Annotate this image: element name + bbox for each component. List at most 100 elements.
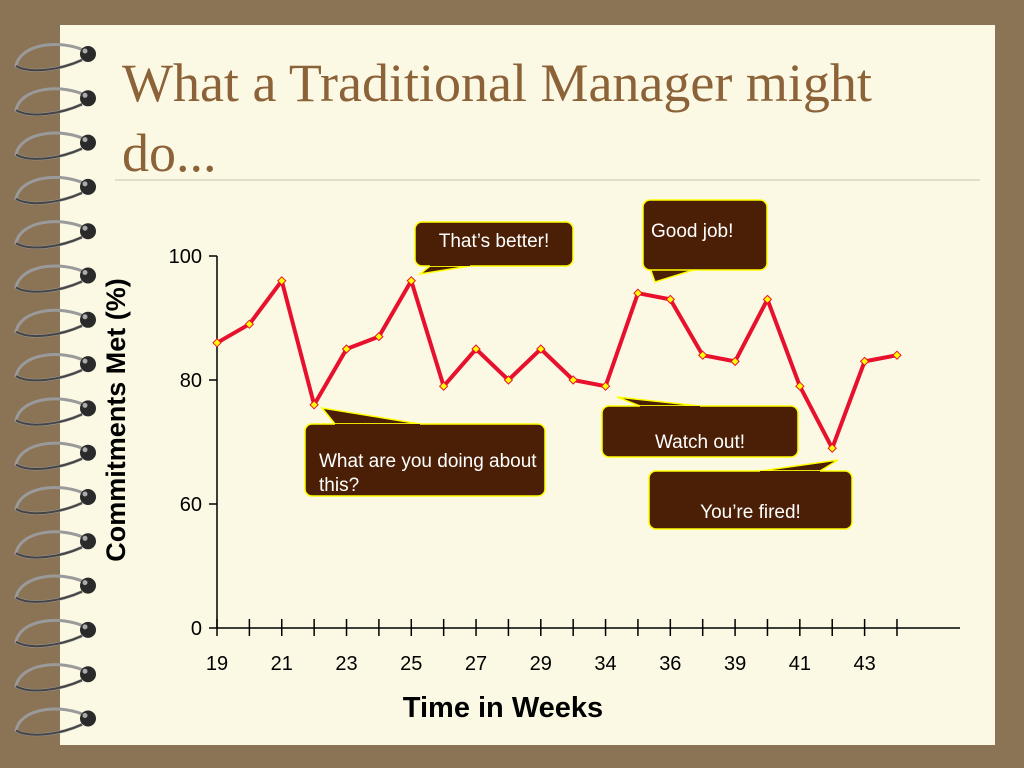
ring-wire-shade [15, 147, 83, 160]
point-marker [212, 338, 222, 348]
ring-hole-glint [82, 48, 88, 54]
ring-hole [80, 444, 96, 461]
callout-tail-join [640, 406, 700, 432]
ring-hole-glint [82, 225, 88, 231]
ring-hole [80, 710, 96, 727]
point-marker [633, 288, 643, 298]
ring-hole [80, 356, 96, 373]
ring-wire-shade [15, 723, 83, 736]
spiral-binding [14, 43, 96, 737]
ring-hole-glint [82, 270, 88, 275]
x-tick-label: 25 [400, 653, 422, 675]
y-axis-label: Commitments Met (%) [101, 278, 131, 562]
ring-hole-glint [82, 181, 88, 187]
point-marker [859, 356, 870, 367]
x-tick-label: 19 [206, 653, 228, 675]
ring-wire-shade [15, 369, 83, 382]
ring-wire-shade [15, 103, 83, 116]
point-marker [697, 350, 708, 360]
ring-wire-shade [15, 59, 83, 72]
point-marker [503, 375, 514, 385]
ring-hole [80, 267, 96, 284]
ring-wire-shade [15, 546, 83, 559]
callout-text: What are you doing about this? [319, 451, 537, 494]
ring-hole [80, 90, 96, 107]
x-tick-label: 43 [853, 653, 875, 675]
ring-hole [80, 489, 96, 505]
ring-hole-glint [82, 447, 88, 453]
point-marker [309, 400, 319, 410]
x-tick-label: 23 [335, 653, 357, 675]
point-marker [762, 294, 773, 305]
ring-hole-glint [82, 314, 88, 320]
ring-hole [80, 311, 96, 328]
x-tick-label: 41 [789, 653, 811, 675]
ring-wire-shade [15, 280, 83, 293]
slide-title: What a Traditional Manager might do... [122, 53, 872, 183]
x-tick-label: 34 [594, 653, 616, 675]
y-tick-label: 0 [191, 618, 202, 640]
y-tick-label: 80 [180, 370, 202, 392]
point-marker [374, 331, 384, 342]
ring-hole [80, 46, 96, 62]
ring-hole-glint [82, 92, 88, 98]
ring-wire-shade [15, 413, 83, 426]
notebook-page [60, 25, 995, 745]
ring-hole [80, 621, 96, 638]
callout-tail-join [335, 424, 420, 460]
ring-hole-glint [82, 491, 88, 497]
point-marker [795, 381, 805, 391]
ring-hole [80, 666, 96, 683]
point-marker [730, 356, 740, 367]
ring-hole-glint [82, 713, 88, 718]
ring-hole-glint [82, 402, 88, 408]
ring-wire-shade [15, 236, 83, 249]
x-tick-label: 21 [271, 653, 293, 675]
point-marker [438, 381, 449, 391]
callout-tail-join [760, 471, 820, 500]
point-marker [341, 344, 352, 354]
ring-hole [80, 400, 96, 417]
ring-hole [80, 178, 96, 195]
point-marker [568, 375, 578, 385]
ring-wire-shade [15, 324, 83, 338]
ring-hole [80, 223, 96, 240]
ring-wire-shade [15, 502, 83, 515]
callout-text: Good job! [651, 221, 734, 242]
ring-wire-shade [15, 679, 83, 692]
ring-hole-glint [82, 358, 88, 364]
x-tick-label: 36 [659, 653, 681, 675]
ring-hole-glint [82, 535, 88, 541]
callout-text: You’re fired! [700, 502, 801, 523]
y-tick-label: 100 [169, 246, 202, 268]
callout-tail-join [650, 235, 700, 268]
y-tick-label: 60 [180, 494, 202, 516]
point-marker [277, 276, 287, 286]
ring-wire-shade [15, 634, 83, 648]
point-marker [406, 276, 416, 286]
ring-hole-glint [82, 580, 88, 586]
ring-wire-shade [15, 191, 83, 205]
ring-wire-shade [15, 457, 83, 470]
point-marker [600, 381, 611, 391]
point-marker [471, 344, 481, 354]
ring-hole-glint [82, 668, 88, 674]
x-tick-label: 29 [530, 653, 552, 675]
callout-text: That’s better! [438, 231, 550, 252]
point-marker [892, 350, 902, 360]
ring-hole [80, 577, 96, 594]
point-marker [827, 443, 837, 453]
point-marker [244, 319, 255, 329]
ring-hole-glint [82, 624, 88, 630]
x-axis-label: Time in Weeks [403, 692, 603, 724]
callout-tail-join [430, 244, 470, 266]
ring-hole-glint [82, 137, 88, 143]
ring-hole [80, 533, 96, 550]
callout-text: Watch out! [654, 432, 746, 453]
point-marker [536, 344, 546, 354]
series-line [216, 278, 898, 451]
ring-hole [80, 134, 96, 151]
point-marker [665, 294, 676, 305]
